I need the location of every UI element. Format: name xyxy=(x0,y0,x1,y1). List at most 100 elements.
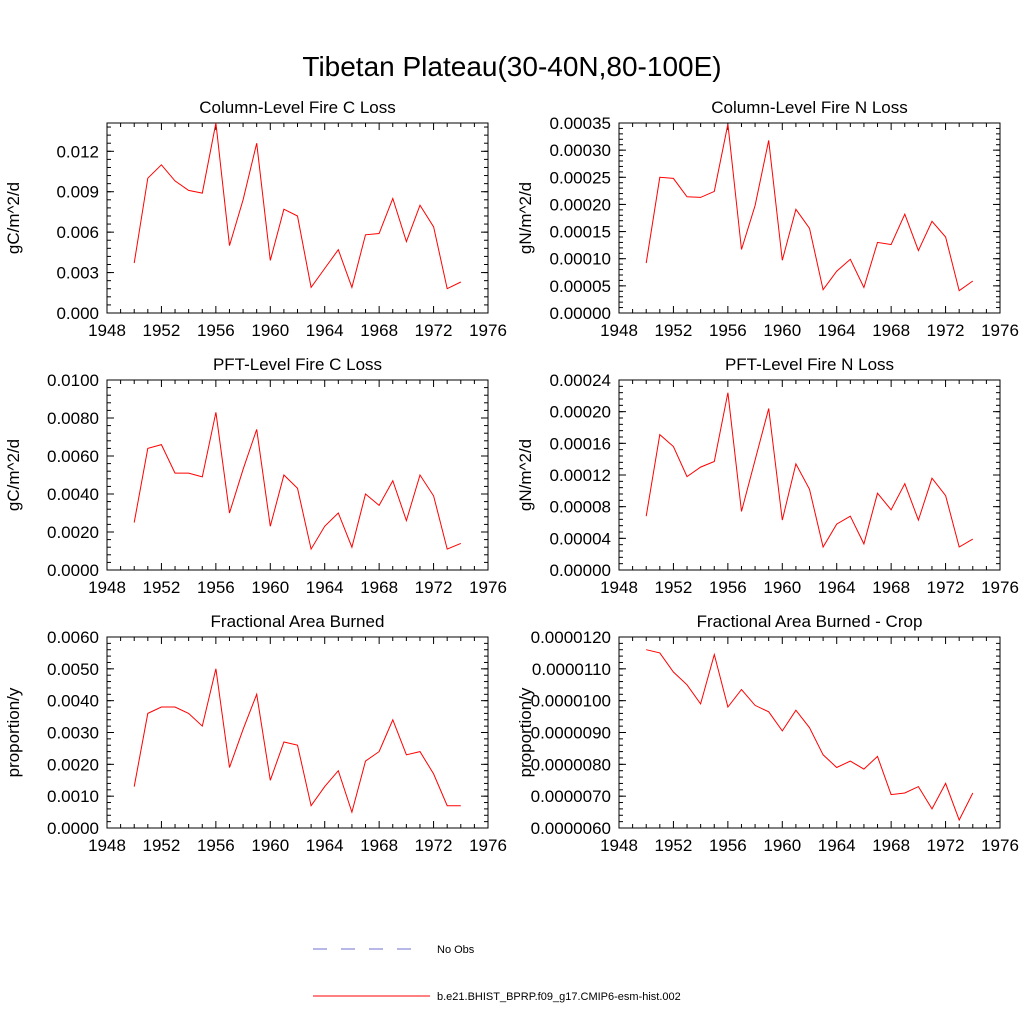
x-tick-label: 1972 xyxy=(927,321,965,340)
x-tick-label: 1956 xyxy=(709,836,747,855)
y-tick-label: 0.0000060 xyxy=(531,819,611,838)
y-tick-label: 0.0100 xyxy=(47,371,99,390)
x-tick-label: 1976 xyxy=(981,836,1019,855)
y-axis-label: gN/m^2/d xyxy=(516,182,535,254)
panels: Column-Level Fire C Loss gC/m^2/d 1948 1952… xyxy=(4,98,1019,855)
panel-title: Fractional Area Burned xyxy=(211,612,385,631)
y-tick-label: 0.0020 xyxy=(47,755,99,774)
y-axis-label: gN/m^2/d xyxy=(516,439,535,511)
series-line xyxy=(133,412,461,551)
x-tick-label: 1972 xyxy=(415,578,453,597)
x-tick-label: 1972 xyxy=(415,321,453,340)
y-tick-label: 0.0000080 xyxy=(531,755,611,774)
figure-title: Tibetan Plateau(30-40N,80-100E) xyxy=(302,51,721,82)
y-tick-label: 0.00000 xyxy=(550,561,611,580)
legend-model-label: b.e21.BHIST_BPRP.f09_g17.CMIP6-esm-hist.… xyxy=(437,991,681,1003)
x-tick-label: 1960 xyxy=(251,578,289,597)
legend: No Obs b.e21.BHIST_BPRP.f09_g17.CMIP6-es… xyxy=(313,944,681,1003)
x-tick-label: 1952 xyxy=(655,836,693,855)
y-tick-label: 0.0060 xyxy=(47,628,99,647)
x-tick-label: 1960 xyxy=(763,836,801,855)
x-tick-label: 1964 xyxy=(818,578,856,597)
x-tick-label: 1952 xyxy=(143,321,181,340)
x-tick-label: 1952 xyxy=(655,321,693,340)
x-tick-label: 1956 xyxy=(197,321,235,340)
x-tick-label: 1964 xyxy=(818,321,856,340)
y-tick-label: 0.00016 xyxy=(550,434,611,453)
y-axis-label: proportion/y xyxy=(4,687,23,777)
y-tick-label: 0.00024 xyxy=(550,371,611,390)
x-tick-label: 1948 xyxy=(88,321,126,340)
x-tick-label: 1968 xyxy=(872,321,910,340)
x-tick-label: 1968 xyxy=(360,578,398,597)
y-tick-label: 0.00025 xyxy=(550,168,611,187)
legend-obs-label: No Obs xyxy=(437,944,475,956)
x-tick-label: 1964 xyxy=(818,836,856,855)
series-line xyxy=(133,122,462,290)
x-tick-label: 1972 xyxy=(415,836,453,855)
x-tick-label: 1948 xyxy=(600,321,638,340)
x-tick-label: 1956 xyxy=(197,836,235,855)
y-tick-label: 0.0040 xyxy=(47,692,99,711)
x-tick-label: 1960 xyxy=(251,321,289,340)
x-tick-label: 1948 xyxy=(600,836,638,855)
x-tick-label: 1960 xyxy=(251,836,289,855)
y-tick-label: 0.0000100 xyxy=(531,692,611,711)
panel-3: PFT-Level Fire C Loss gC/m^2/d 1948 1952 195… xyxy=(4,355,507,597)
x-tick-label: 1976 xyxy=(469,321,507,340)
y-tick-label: 0.0040 xyxy=(47,485,99,504)
panel-2: Column-Level Fire N Loss gN/m^2/d 1948 1952… xyxy=(516,98,1019,340)
y-tick-label: 0.006 xyxy=(56,223,99,242)
x-tick-label: 1952 xyxy=(143,578,181,597)
y-tick-label: 0.0020 xyxy=(47,523,99,542)
y-tick-label: 0.009 xyxy=(56,183,99,202)
x-tick-label: 1972 xyxy=(927,836,965,855)
x-tick-label: 1968 xyxy=(360,836,398,855)
y-tick-label: 0.0000120 xyxy=(531,628,611,647)
y-axis-label: proportion/y xyxy=(516,687,535,777)
x-tick-label: 1956 xyxy=(197,578,235,597)
y-tick-label: 0.0080 xyxy=(47,409,99,428)
series-line xyxy=(133,668,461,814)
x-tick-label: 1976 xyxy=(981,578,1019,597)
panel-title: Fractional Area Burned - Crop xyxy=(697,612,923,631)
panel-title: Column-Level Fire N Loss xyxy=(711,98,908,117)
x-tick-label: 1948 xyxy=(88,578,126,597)
y-tick-label: 0.0000090 xyxy=(531,724,611,743)
y-axis-label: gC/m^2/d xyxy=(4,439,23,511)
x-tick-label: 1976 xyxy=(981,321,1019,340)
x-tick-label: 1976 xyxy=(469,578,507,597)
x-tick-label: 1948 xyxy=(600,578,638,597)
x-tick-label: 1968 xyxy=(360,321,398,340)
y-tick-label: 0.00015 xyxy=(550,223,611,242)
y-tick-label: 0.00005 xyxy=(550,277,611,296)
x-tick-label: 1976 xyxy=(469,836,507,855)
x-tick-label: 1964 xyxy=(306,836,344,855)
y-tick-label: 0.0000 xyxy=(47,561,99,580)
y-tick-label: 0.0030 xyxy=(47,724,99,743)
panel-5: Fractional Area Burned proportion/y 1948 19… xyxy=(4,612,507,855)
panel-1: Column-Level Fire C Loss gC/m^2/d 1948 1952… xyxy=(4,98,507,340)
y-tick-label: 0.000 xyxy=(56,304,99,323)
y-tick-label: 0.00000 xyxy=(550,304,611,323)
y-tick-label: 0.012 xyxy=(56,142,99,161)
x-tick-label: 1956 xyxy=(709,578,747,597)
x-tick-label: 1964 xyxy=(306,578,344,597)
y-tick-label: 0.00020 xyxy=(550,195,611,214)
x-tick-label: 1948 xyxy=(88,836,126,855)
x-tick-label: 1960 xyxy=(763,321,801,340)
x-tick-label: 1960 xyxy=(763,578,801,597)
y-tick-label: 0.00035 xyxy=(550,114,611,133)
y-tick-label: 0.0050 xyxy=(47,660,99,679)
y-tick-label: 0.00030 xyxy=(550,141,611,160)
x-tick-label: 1968 xyxy=(872,836,910,855)
x-tick-label: 1972 xyxy=(927,578,965,597)
y-tick-label: 0.00004 xyxy=(550,529,611,548)
y-tick-label: 0.003 xyxy=(56,264,99,283)
panel-6: Fractional Area Burned - Crop proportion/… xyxy=(516,612,1019,855)
y-tick-label: 0.0000070 xyxy=(531,787,611,806)
panel-4: PFT-Level Fire N Loss gN/m^2/d 1948 1952 195… xyxy=(516,355,1019,597)
x-tick-label: 1968 xyxy=(872,578,910,597)
